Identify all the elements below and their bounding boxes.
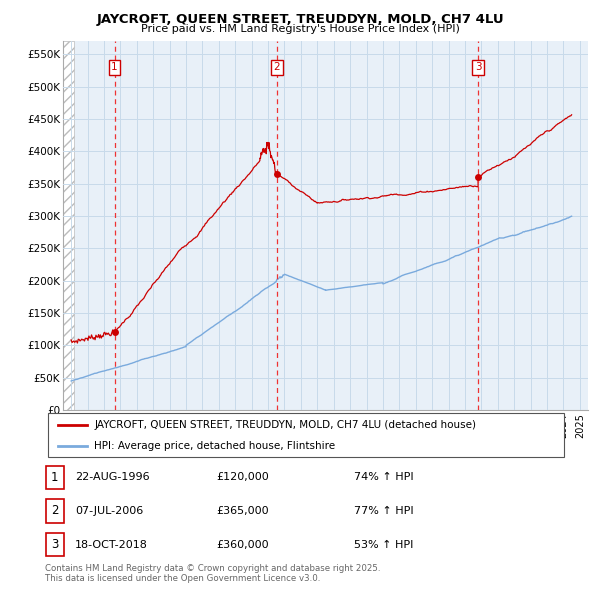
Text: 2: 2 (51, 504, 59, 517)
Text: HPI: Average price, detached house, Flintshire: HPI: Average price, detached house, Flin… (94, 441, 335, 451)
Text: 18-OCT-2018: 18-OCT-2018 (75, 540, 148, 549)
Text: £120,000: £120,000 (216, 473, 269, 482)
Text: 74% ↑ HPI: 74% ↑ HPI (354, 473, 413, 482)
Text: £360,000: £360,000 (216, 540, 269, 549)
Text: 07-JUL-2006: 07-JUL-2006 (75, 506, 143, 516)
Text: JAYCROFT, QUEEN STREET, TREUDDYN, MOLD, CH7 4LU (detached house): JAYCROFT, QUEEN STREET, TREUDDYN, MOLD, … (94, 421, 476, 430)
Text: JAYCROFT, QUEEN STREET, TREUDDYN, MOLD, CH7 4LU: JAYCROFT, QUEEN STREET, TREUDDYN, MOLD, … (96, 13, 504, 26)
Text: Contains HM Land Registry data © Crown copyright and database right 2025.
This d: Contains HM Land Registry data © Crown c… (45, 563, 380, 583)
Text: 1: 1 (111, 62, 118, 72)
Text: £365,000: £365,000 (216, 506, 269, 516)
Text: 22-AUG-1996: 22-AUG-1996 (75, 473, 149, 482)
Text: 3: 3 (475, 62, 481, 72)
Text: Price paid vs. HM Land Registry's House Price Index (HPI): Price paid vs. HM Land Registry's House … (140, 24, 460, 34)
Text: 1: 1 (51, 471, 59, 484)
Text: 2: 2 (273, 62, 280, 72)
Text: 3: 3 (51, 538, 59, 551)
Text: 53% ↑ HPI: 53% ↑ HPI (354, 540, 413, 549)
Text: 77% ↑ HPI: 77% ↑ HPI (354, 506, 413, 516)
